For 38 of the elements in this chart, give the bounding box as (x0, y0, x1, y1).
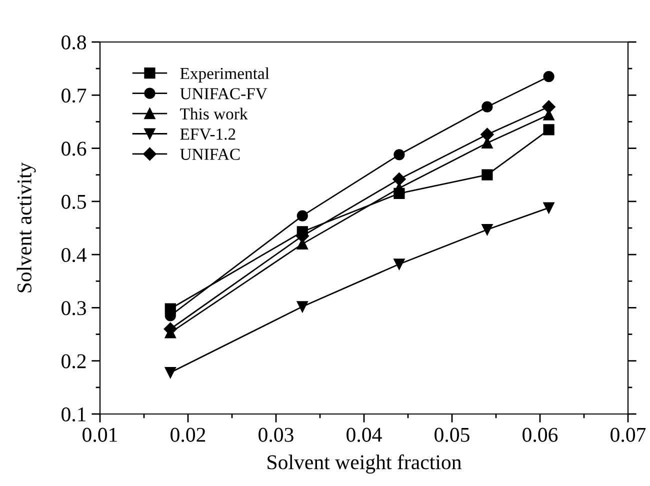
point (296, 301, 308, 312)
x-tick-label: 0.01 (82, 428, 117, 442)
y-tick-label: 0.5 (62, 194, 86, 209)
point (164, 366, 176, 378)
x-tick-label: 0.04 (346, 428, 382, 442)
point (394, 188, 405, 200)
point (164, 303, 176, 314)
point (392, 172, 406, 186)
y-tick-label: 0.8 (62, 35, 86, 50)
point (543, 202, 554, 214)
point (394, 258, 405, 270)
y-tick-label: 0.2 (62, 354, 86, 368)
x-tick-label: 0.05 (434, 428, 470, 442)
point (394, 149, 405, 160)
point (482, 224, 493, 236)
point (480, 128, 494, 142)
legend-label: This work (180, 108, 248, 120)
point (296, 210, 308, 222)
point (482, 101, 493, 112)
y-tick-label: 0.3 (62, 301, 86, 316)
y-tick-label: 0.7 (62, 88, 86, 103)
y-tick-label: 0.4 (62, 248, 86, 262)
point (482, 169, 493, 180)
y-tick-label: 0.1 (62, 407, 86, 422)
x-tick-label: 0.07 (610, 428, 646, 442)
y-tick-label: 0.6 (62, 142, 86, 156)
point (543, 124, 554, 136)
legend-label: EFV-1.2 (180, 128, 236, 140)
point (543, 70, 554, 82)
legend-label: UNIFAC-FV (180, 88, 268, 100)
x-tick-label: 0.06 (522, 428, 558, 442)
legend-label: UNIFAC (180, 148, 240, 160)
point (296, 226, 308, 238)
legend-label: Experimental (180, 67, 270, 82)
y-axis-title: Solvent activity (16, 162, 36, 292)
x-axis-title: Solvent weight fraction (268, 454, 462, 474)
x-tick-label: 0.02 (170, 428, 206, 442)
x-tick-label: 0.03 (258, 428, 294, 442)
